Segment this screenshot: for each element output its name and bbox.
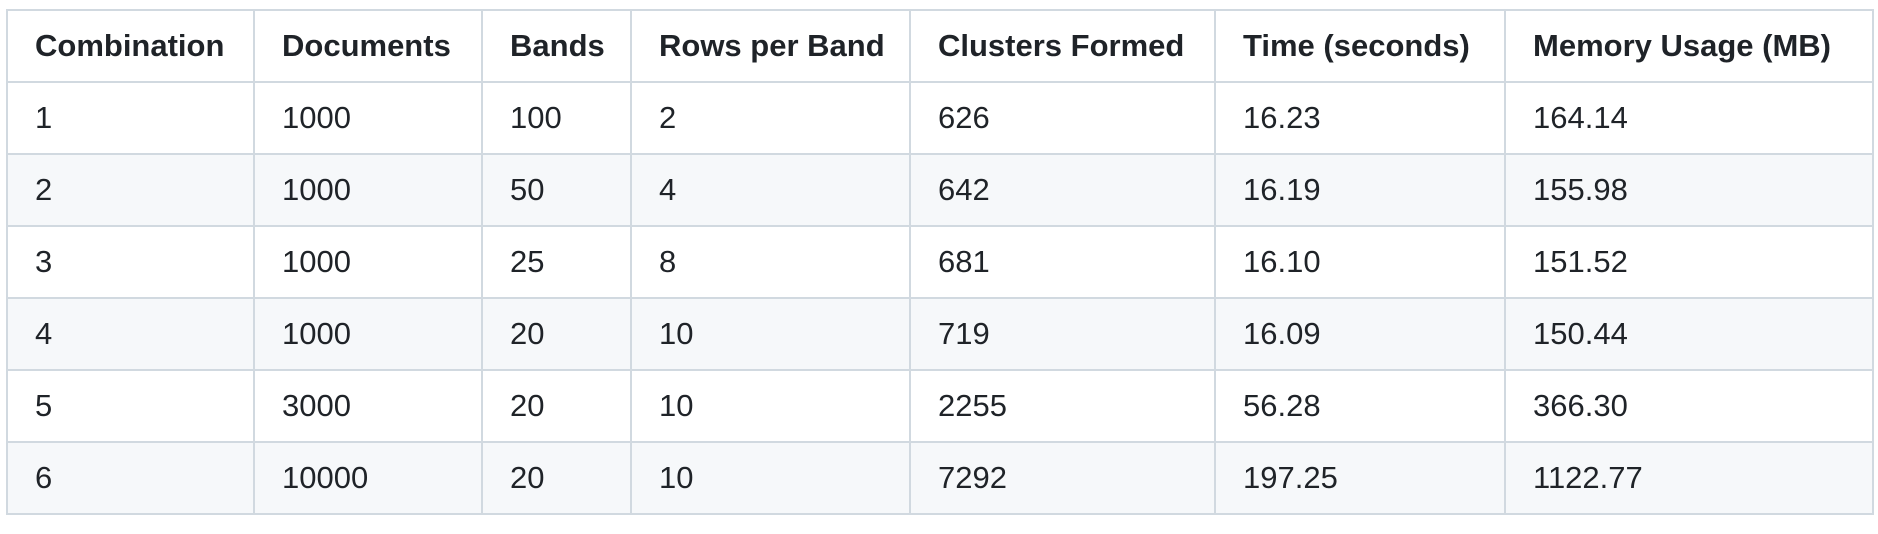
cell-rows-per-band: 10 — [630, 297, 911, 371]
cell-bands: 20 — [481, 297, 632, 371]
table-row: 5 3000 20 10 2255 56.28 366.30 — [6, 369, 1874, 443]
cell-bands: 50 — [481, 153, 632, 227]
cell-combination: 3 — [6, 225, 255, 299]
cell-time-seconds: 16.09 — [1214, 297, 1506, 371]
cell-documents: 1000 — [253, 81, 483, 155]
cell-clusters-formed: 626 — [909, 81, 1216, 155]
cell-combination: 5 — [6, 369, 255, 443]
header-row: Combination Documents Bands Rows per Ban… — [6, 9, 1874, 83]
cell-bands: 100 — [481, 81, 632, 155]
cell-rows-per-band: 10 — [630, 369, 911, 443]
cell-documents: 1000 — [253, 153, 483, 227]
header-documents: Documents — [253, 9, 483, 83]
header-memory-usage: Memory Usage (MB) — [1504, 9, 1874, 83]
cell-clusters-formed: 2255 — [909, 369, 1216, 443]
cell-time-seconds: 16.23 — [1214, 81, 1506, 155]
cell-memory-usage: 366.30 — [1504, 369, 1874, 443]
cell-memory-usage: 151.52 — [1504, 225, 1874, 299]
cell-time-seconds: 56.28 — [1214, 369, 1506, 443]
cell-rows-per-band: 2 — [630, 81, 911, 155]
cell-documents: 1000 — [253, 225, 483, 299]
cell-time-seconds: 197.25 — [1214, 441, 1506, 515]
header-rows-per-band: Rows per Band — [630, 9, 911, 83]
cell-clusters-formed: 7292 — [909, 441, 1216, 515]
results-table-container: Combination Documents Bands Rows per Ban… — [6, 9, 1874, 515]
cell-memory-usage: 1122.77 — [1504, 441, 1874, 515]
table-body: 1 1000 100 2 626 16.23 164.14 2 1000 50 … — [6, 81, 1874, 515]
header-combination: Combination — [6, 9, 255, 83]
cell-documents: 1000 — [253, 297, 483, 371]
table-row: 1 1000 100 2 626 16.23 164.14 — [6, 81, 1874, 155]
cell-documents: 10000 — [253, 441, 483, 515]
header-bands: Bands — [481, 9, 632, 83]
cell-memory-usage: 150.44 — [1504, 297, 1874, 371]
cell-time-seconds: 16.10 — [1214, 225, 1506, 299]
cell-bands: 25 — [481, 225, 632, 299]
cell-bands: 20 — [481, 369, 632, 443]
cell-rows-per-band: 8 — [630, 225, 911, 299]
cell-combination: 4 — [6, 297, 255, 371]
cell-clusters-formed: 719 — [909, 297, 1216, 371]
cell-rows-per-band: 4 — [630, 153, 911, 227]
header-clusters-formed: Clusters Formed — [909, 9, 1216, 83]
table-row: 2 1000 50 4 642 16.19 155.98 — [6, 153, 1874, 227]
cell-documents: 3000 — [253, 369, 483, 443]
cell-rows-per-band: 10 — [630, 441, 911, 515]
table-row: 6 10000 20 10 7292 197.25 1122.77 — [6, 441, 1874, 515]
cell-memory-usage: 155.98 — [1504, 153, 1874, 227]
table-row: 4 1000 20 10 719 16.09 150.44 — [6, 297, 1874, 371]
cell-clusters-formed: 642 — [909, 153, 1216, 227]
cell-memory-usage: 164.14 — [1504, 81, 1874, 155]
table-row: 3 1000 25 8 681 16.10 151.52 — [6, 225, 1874, 299]
cell-bands: 20 — [481, 441, 632, 515]
cell-clusters-formed: 681 — [909, 225, 1216, 299]
cell-time-seconds: 16.19 — [1214, 153, 1506, 227]
cell-combination: 2 — [6, 153, 255, 227]
cell-combination: 1 — [6, 81, 255, 155]
header-time-seconds: Time (seconds) — [1214, 9, 1506, 83]
results-table: Combination Documents Bands Rows per Ban… — [6, 9, 1874, 515]
table-header: Combination Documents Bands Rows per Ban… — [6, 9, 1874, 83]
cell-combination: 6 — [6, 441, 255, 515]
